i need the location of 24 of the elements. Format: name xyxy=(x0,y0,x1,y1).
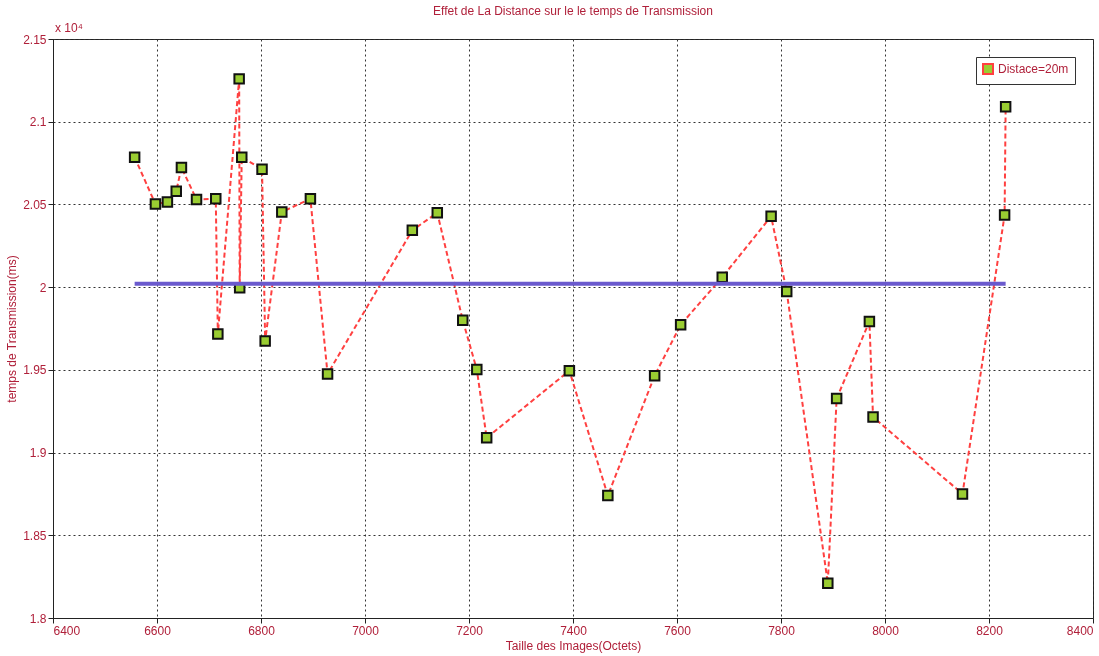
text: x 10⁴ xyxy=(55,21,83,35)
x-tick-label: 7400 xyxy=(560,623,588,638)
x-tick-label: 6400 xyxy=(53,623,81,638)
x-tick-label: 8200 xyxy=(976,623,1004,638)
chart-title: Effet de La Distance sur le le temps de Transmission xyxy=(433,4,713,18)
y-tick-label: 2.1 xyxy=(29,115,47,130)
x-tick-label: 8000 xyxy=(872,623,900,638)
y-tick-label: 2.15 xyxy=(23,32,47,47)
y-axis-title: temps de Transmission(ms) xyxy=(5,255,20,403)
x-tick-label: 8400 xyxy=(1066,623,1094,638)
x-tick-label: 7200 xyxy=(456,623,484,638)
x-tick-label: 7000 xyxy=(352,623,380,638)
y-tick-label: 2.05 xyxy=(23,197,47,212)
x-tick-label: 6800 xyxy=(248,623,276,638)
y-tick-label: 1.9 xyxy=(29,446,47,461)
y-tick-label: 2 xyxy=(39,280,47,295)
y-tick-label: 1.8 xyxy=(29,611,47,626)
x-axis-title: Taille des Images(Octets) xyxy=(505,638,642,653)
y-tick-label: 1.85 xyxy=(23,528,47,543)
x-tick-label: 6600 xyxy=(144,623,172,638)
x-tick-label: 7800 xyxy=(768,623,796,638)
y-tick-label: 1.95 xyxy=(23,363,47,378)
x-tick-label: 7600 xyxy=(664,623,692,638)
legend-label: Distace=20m xyxy=(998,62,1069,76)
